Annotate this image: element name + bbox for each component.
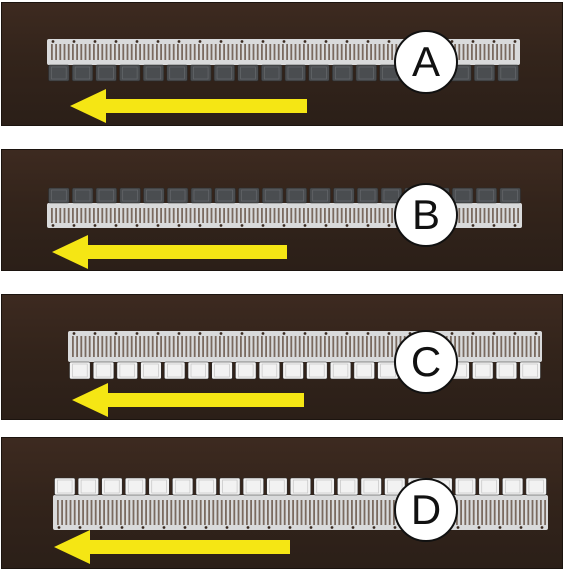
label-c: C (410, 338, 442, 385)
strip-a-image (47, 39, 520, 123)
direction-arrow-icon (52, 235, 287, 269)
label-b-circle: B (394, 183, 458, 247)
strip-d-image (53, 477, 548, 564)
direction-arrow-icon (72, 383, 304, 417)
strip-b-image (47, 187, 522, 269)
panel-a: A (1, 2, 563, 126)
label-c-circle: C (394, 330, 458, 394)
label-a: A (411, 38, 440, 85)
strip-c-image (68, 331, 542, 417)
label-d-circle: D (394, 478, 458, 542)
metal-strip (68, 331, 542, 380)
label-a-circle: A (394, 30, 458, 94)
metal-strip (53, 477, 548, 530)
direction-arrow-icon (54, 530, 290, 564)
direction-arrow-icon (70, 89, 307, 123)
panel-d: D (1, 437, 563, 569)
label-b: B (411, 191, 440, 238)
panel-b: B (1, 149, 563, 271)
label-d: D (410, 486, 442, 533)
panel-c: C (1, 294, 563, 420)
